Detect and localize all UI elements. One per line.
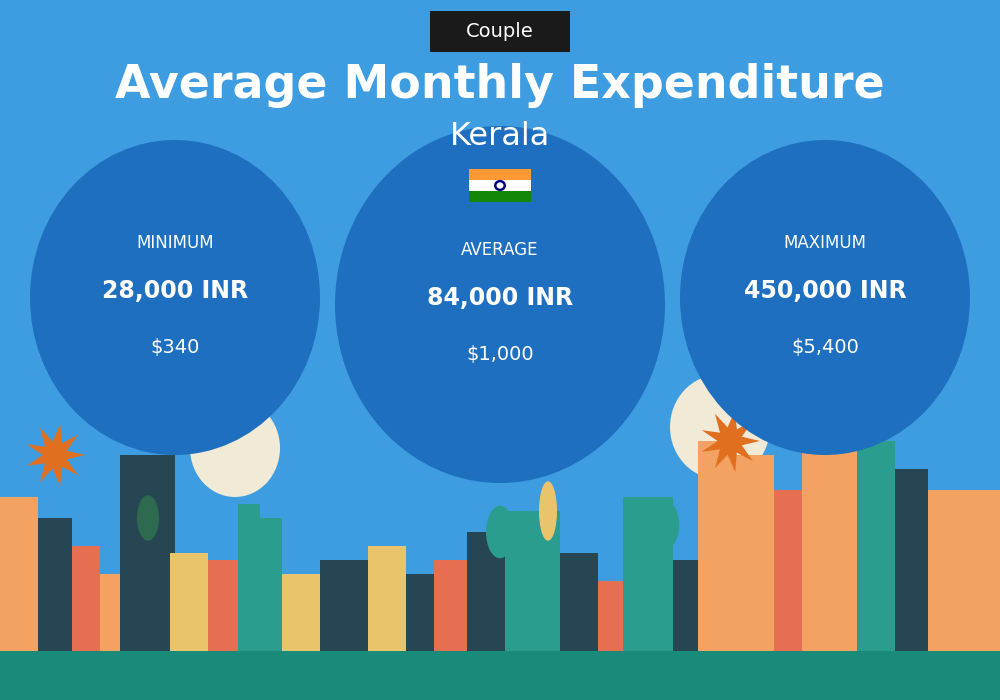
- FancyBboxPatch shape: [430, 11, 570, 52]
- Polygon shape: [725, 435, 753, 461]
- Bar: [38, 518, 72, 651]
- Ellipse shape: [539, 482, 557, 540]
- Ellipse shape: [670, 374, 770, 480]
- Bar: [238, 504, 260, 651]
- Bar: [282, 574, 320, 651]
- FancyBboxPatch shape: [469, 191, 531, 202]
- Text: AVERAGE: AVERAGE: [461, 241, 539, 259]
- Bar: [208, 560, 238, 651]
- Text: Couple: Couple: [466, 22, 534, 41]
- Ellipse shape: [30, 140, 320, 455]
- FancyBboxPatch shape: [469, 180, 531, 191]
- Polygon shape: [55, 448, 85, 462]
- Polygon shape: [730, 434, 760, 448]
- Ellipse shape: [657, 503, 679, 547]
- Bar: [673, 560, 698, 651]
- Polygon shape: [715, 414, 737, 444]
- Polygon shape: [27, 449, 58, 466]
- Bar: [0, 497, 38, 651]
- Polygon shape: [722, 410, 738, 442]
- Text: 84,000 INR: 84,000 INR: [427, 286, 573, 309]
- Ellipse shape: [137, 496, 159, 540]
- FancyBboxPatch shape: [469, 169, 531, 180]
- Text: 28,000 INR: 28,000 INR: [102, 279, 248, 302]
- Ellipse shape: [680, 140, 970, 455]
- Polygon shape: [40, 452, 62, 482]
- Bar: [368, 546, 406, 651]
- Polygon shape: [27, 444, 58, 461]
- Ellipse shape: [486, 505, 514, 559]
- Polygon shape: [50, 449, 78, 475]
- Ellipse shape: [496, 183, 504, 188]
- Text: Average Monthly Expenditure: Average Monthly Expenditure: [115, 63, 885, 108]
- Text: $5,400: $5,400: [791, 338, 859, 358]
- Text: 450,000 INR: 450,000 INR: [744, 279, 906, 302]
- Bar: [895, 469, 928, 651]
- Bar: [857, 441, 895, 651]
- Bar: [736, 455, 774, 651]
- Text: MINIMUM: MINIMUM: [136, 234, 214, 252]
- Bar: [560, 553, 598, 651]
- Text: $340: $340: [150, 338, 200, 358]
- Bar: [406, 574, 434, 651]
- Bar: [120, 455, 175, 651]
- Ellipse shape: [335, 126, 665, 483]
- Ellipse shape: [494, 180, 506, 191]
- Bar: [598, 581, 623, 651]
- Polygon shape: [47, 424, 63, 456]
- Polygon shape: [47, 454, 63, 486]
- Text: Kerala: Kerala: [450, 121, 550, 152]
- Bar: [320, 560, 368, 651]
- Bar: [467, 532, 505, 651]
- Bar: [100, 574, 125, 651]
- Polygon shape: [715, 438, 737, 468]
- Bar: [260, 518, 282, 651]
- Bar: [0, 651, 1000, 700]
- Bar: [505, 511, 560, 651]
- Bar: [170, 553, 208, 651]
- Polygon shape: [722, 440, 738, 472]
- Polygon shape: [40, 428, 62, 458]
- Bar: [623, 497, 673, 651]
- Bar: [928, 490, 1000, 651]
- Bar: [72, 546, 100, 651]
- Bar: [774, 490, 802, 651]
- Text: $1,000: $1,000: [466, 345, 534, 365]
- Polygon shape: [702, 430, 733, 447]
- Ellipse shape: [190, 399, 280, 497]
- Bar: [802, 399, 857, 651]
- Bar: [698, 441, 736, 651]
- Polygon shape: [725, 421, 753, 447]
- Text: MAXIMUM: MAXIMUM: [784, 234, 866, 252]
- Polygon shape: [50, 435, 78, 461]
- Polygon shape: [702, 435, 733, 452]
- Bar: [434, 560, 467, 651]
